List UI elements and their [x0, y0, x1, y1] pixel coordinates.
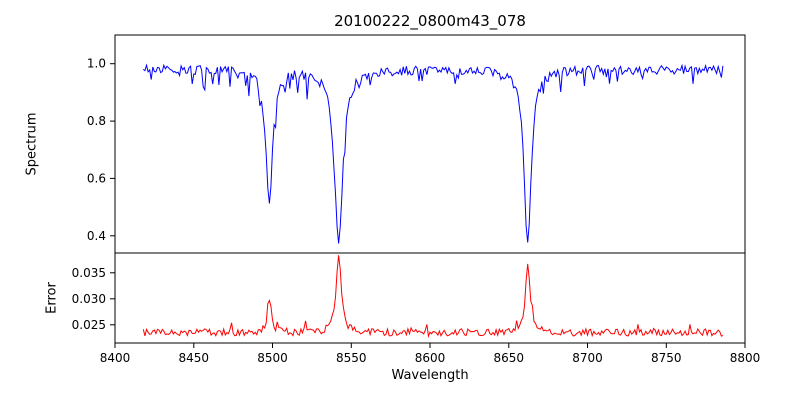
- y-tick-label: 0.025: [72, 318, 106, 332]
- x-tick-label: 8550: [336, 351, 367, 365]
- y-tick-label: 1.0: [87, 57, 106, 71]
- x-tick-label: 8700: [572, 351, 603, 365]
- y-tick-label: 0.8: [87, 114, 106, 128]
- x-tick-label: 8800: [730, 351, 761, 365]
- x-tick-label: 8450: [179, 351, 210, 365]
- y-tick-label: 0.030: [72, 292, 106, 306]
- spectrum-series: [142, 63, 724, 244]
- x-axis-label: Wavelength: [391, 368, 469, 383]
- error-series: [142, 255, 724, 339]
- chart-title: 20100222_0800m43_078: [334, 12, 526, 30]
- y-tick-label: 0.4: [87, 229, 106, 243]
- x-tick-label: 8400: [100, 351, 131, 365]
- x-tick-label: 8600: [415, 351, 446, 365]
- x-tick-label: 8650: [494, 351, 525, 365]
- x-tick-label: 8750: [651, 351, 682, 365]
- y-tick-label: 0.035: [72, 266, 106, 280]
- y-tick-label: 0.6: [87, 171, 106, 185]
- x-tick-label: 8500: [257, 351, 288, 365]
